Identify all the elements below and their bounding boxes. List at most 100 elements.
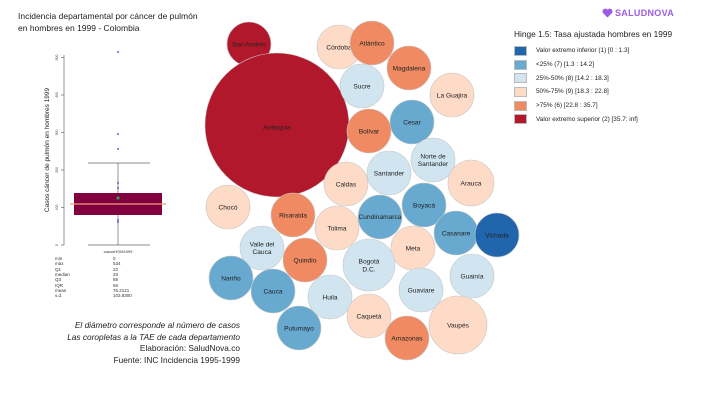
bubble-circle <box>208 255 254 301</box>
stat-name: Q1 <box>55 266 62 272</box>
bubble: Meta <box>390 225 436 271</box>
stat-name: max <box>55 261 64 267</box>
bubble-circle <box>346 108 392 154</box>
bubble-label: Bogotá <box>359 258 380 265</box>
bubble-label: Risaralda <box>279 212 307 219</box>
bubble: Putumayo <box>276 305 322 351</box>
bubble-circle <box>398 267 444 313</box>
bubble-circle <box>384 315 430 361</box>
data-point <box>117 187 119 189</box>
caption-line: Fuente: INC Incidencia 1995-1999 <box>113 354 240 365</box>
legend-swatch <box>514 100 527 111</box>
bubble: Cundinamarca <box>357 194 403 240</box>
bubble: Magdalena <box>386 45 432 91</box>
logo-text: SALUDNOVA <box>615 8 675 18</box>
bubble-label: Córdoba <box>326 44 352 51</box>
bubble-circle <box>389 99 435 145</box>
bubble: Tolima <box>314 205 360 251</box>
bubble-label: D.C. <box>362 266 375 273</box>
bubble-label: Magdalena <box>393 65 426 72</box>
caption-line: Las coropletas a la TAE de cada departam… <box>67 331 240 342</box>
stat-value: 22 <box>113 266 119 272</box>
bubble-circle <box>339 63 385 109</box>
legend-item: 50%-75% (9) [18.3 : 22.8] <box>514 85 672 99</box>
bubble-label: Arauca <box>461 180 482 187</box>
bubble-circle <box>401 182 447 228</box>
bubble-circle <box>342 238 396 292</box>
bubble: Quindío <box>282 237 328 283</box>
y-tick-label: 100 <box>55 205 59 211</box>
bubble-circle <box>366 150 412 196</box>
bubble-circle <box>449 253 495 299</box>
stat-value: 103.8300 <box>113 293 132 299</box>
bubble: Vichada <box>474 212 520 258</box>
legend-swatch <box>514 45 527 56</box>
bubble: Caquetá <box>346 293 392 339</box>
legend-item: <25% (7) [1.3 : 14.2] <box>514 58 672 72</box>
legend-item: 25%-50% (8) [14.2 : 18.3] <box>514 71 672 85</box>
bubble: Vaupés <box>428 295 488 355</box>
bubble-label: Quindío <box>293 257 316 264</box>
legend-item: Valor extremo superior (2) [35.7: inf] <box>514 112 672 126</box>
legend-swatch <box>514 73 527 84</box>
bubble-circle <box>447 159 495 207</box>
data-point <box>117 219 119 221</box>
legend-label: 25%-50% (8) [14.2 : 18.3] <box>536 74 609 82</box>
legend-label: <25% (7) [1.3 : 14.2] <box>536 61 595 69</box>
stat-value: 75.2121 <box>113 287 130 293</box>
bubble-circle <box>474 212 520 258</box>
x-axis-label: casosHOM1999 <box>104 249 133 254</box>
y-tick-label: 0 <box>55 244 59 246</box>
bubble-label: Vichada <box>485 232 509 239</box>
bubble-label: Bolívar <box>359 128 380 135</box>
bubble: Huila <box>307 274 353 320</box>
bubble-circle <box>239 225 285 271</box>
legend-swatch <box>514 59 527 70</box>
bubble-label: Nariño <box>221 275 241 282</box>
bubble-label: Amazonas <box>391 335 423 342</box>
data-point <box>117 221 119 223</box>
bubble-label: Cesar <box>403 119 421 126</box>
legend-swatch <box>514 86 527 97</box>
bubble-circle <box>307 274 353 320</box>
bubble-label: Vaupés <box>447 322 470 329</box>
bubble-label: Tolima <box>327 225 346 232</box>
stat-value: 88 <box>113 277 119 283</box>
bubble-circle <box>357 194 403 240</box>
bubble-circle <box>314 205 360 251</box>
stat-value: 33 <box>113 271 119 277</box>
bubble-circle <box>349 20 395 66</box>
bubble: Arauca <box>447 159 495 207</box>
bubble: Sucre <box>339 63 385 109</box>
bubble: Casanare <box>433 210 479 256</box>
caption-line: Elaboración: SaludNova.co <box>139 343 240 354</box>
bubble-label: Atlántico <box>359 40 385 47</box>
stat-value: 66 <box>113 282 119 288</box>
y-tick-label: 400 <box>55 92 59 98</box>
bubble-label: Meta <box>406 245 421 252</box>
stat-value: 0 <box>113 256 116 261</box>
bubble: Guaviare <box>398 267 444 313</box>
legend-item: Valor extremo inferior (1) [0 : 1.3] <box>514 44 672 58</box>
bubble-circle <box>386 45 432 91</box>
page-title: Incidencia departamental por cáncer de p… <box>18 11 198 33</box>
bubble-label: San Andrés <box>232 41 267 48</box>
logo: SALUDNOVA <box>602 8 674 18</box>
stat-value: 534 <box>113 261 121 267</box>
bubble-label: Sucre <box>353 83 371 90</box>
stat-name: mean <box>55 287 67 293</box>
legend-label: Valor extremo superior (2) [35.7: inf] <box>536 115 638 123</box>
caption: El diámetro corresponde al número de cas… <box>30 320 240 366</box>
legend-label: Valor extremo inferior (1) [0 : 1.3] <box>536 47 630 55</box>
bubble-circle <box>429 72 475 118</box>
bubble-label: Antioquia <box>263 125 291 132</box>
data-point <box>117 133 119 135</box>
bubble-label: Putumayo <box>284 325 314 332</box>
bubble-label: Boyacá <box>413 202 435 209</box>
bubble-label: Huila <box>322 294 337 301</box>
y-tick-label: 200 <box>55 167 59 173</box>
mean-marker <box>116 196 120 200</box>
